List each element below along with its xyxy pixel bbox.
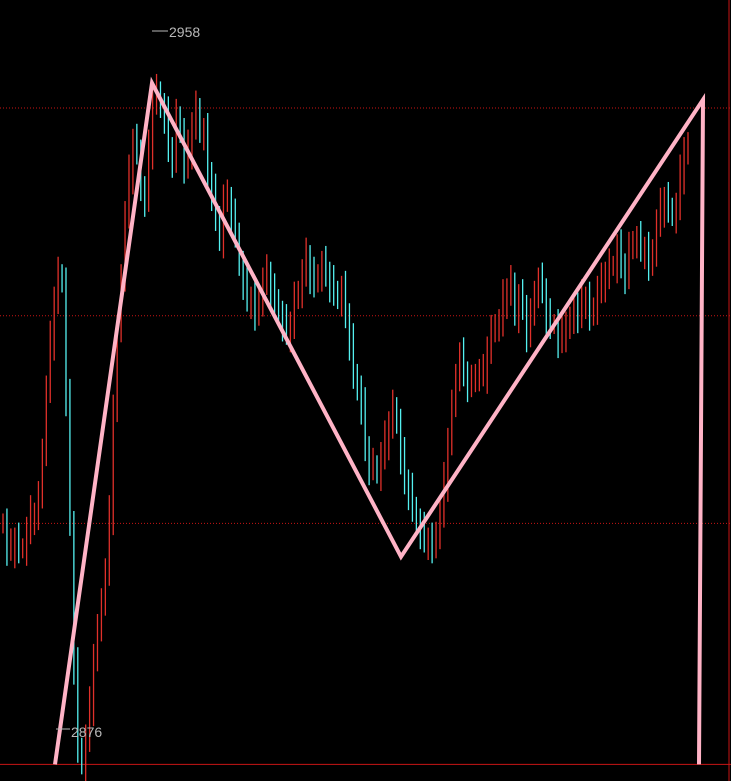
high-price-label: 2958 [169,24,200,40]
zigzag-overlay [53,76,706,765]
extreme-labels: 2958 2876 [56,24,200,740]
zigzag-line [53,76,706,765]
price-bars [2,73,689,781]
low-price-label: 2876 [71,724,102,740]
